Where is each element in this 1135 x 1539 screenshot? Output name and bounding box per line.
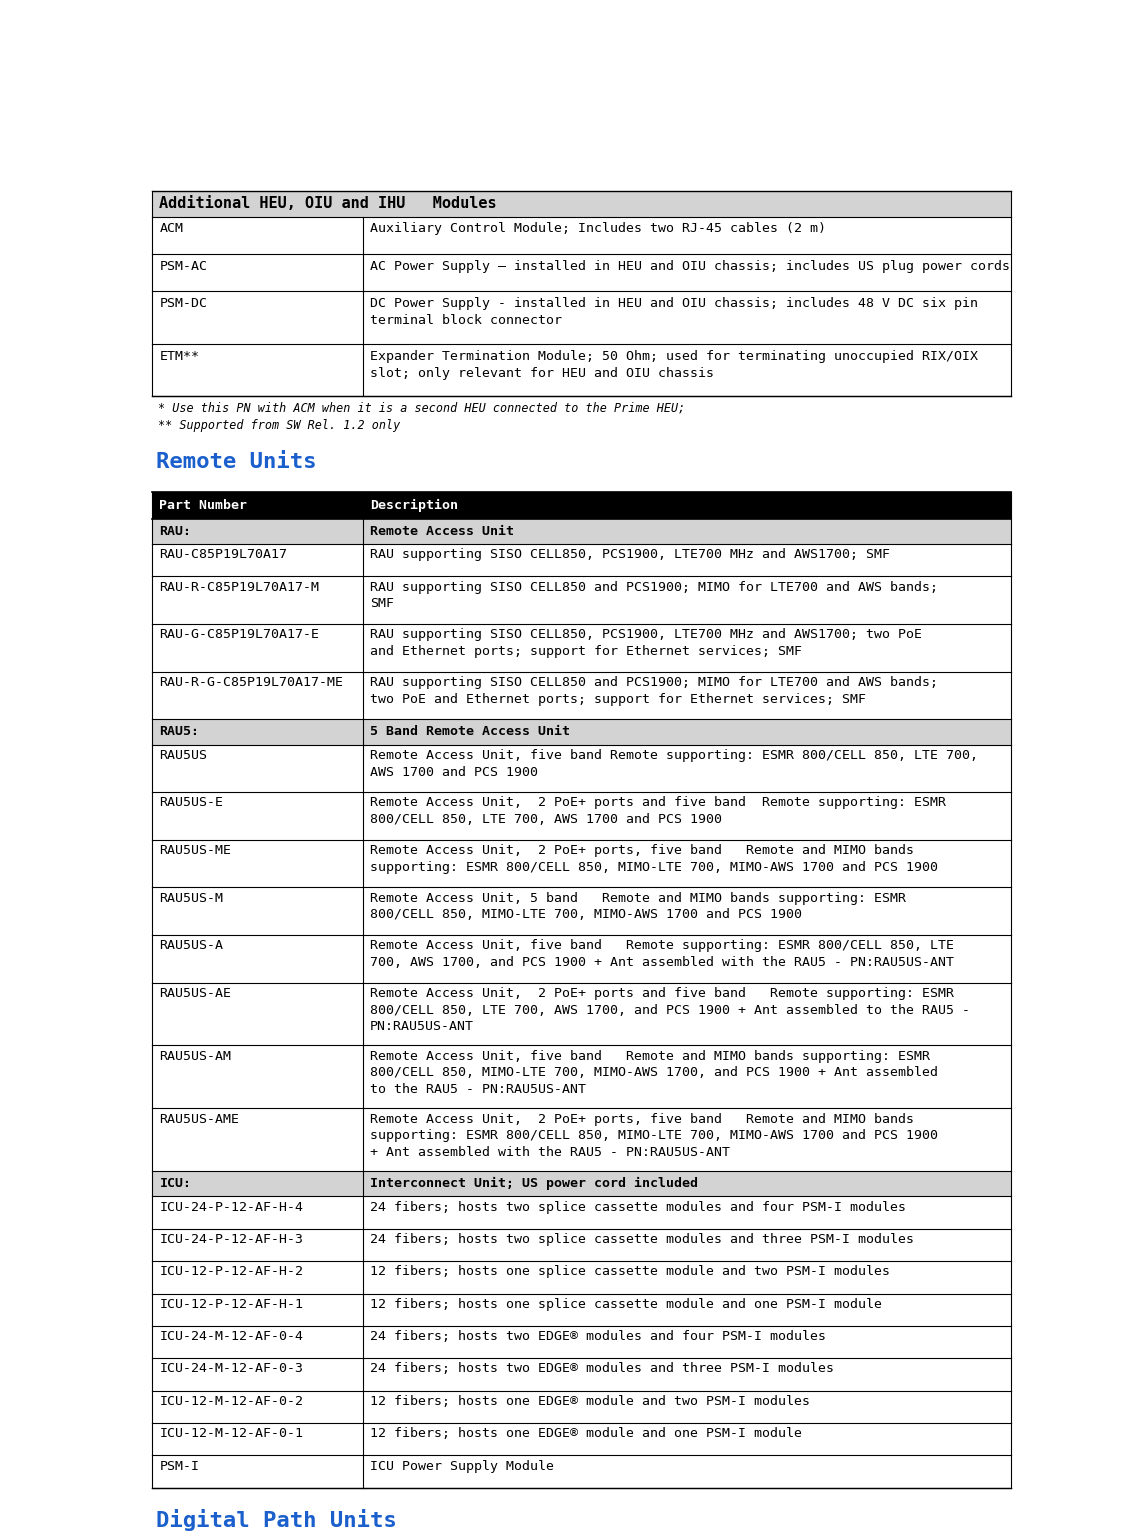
Text: ICU-24-M-12-AF-0-4: ICU-24-M-12-AF-0-4 bbox=[159, 1330, 303, 1344]
Text: Part Number: Part Number bbox=[159, 499, 247, 512]
Text: Remote Access Unit: Remote Access Unit bbox=[370, 525, 514, 539]
Text: RAU5US-AME: RAU5US-AME bbox=[159, 1113, 239, 1125]
Text: ICU-12-M-12-AF-0-2: ICU-12-M-12-AF-0-2 bbox=[159, 1394, 303, 1408]
Text: Additional HEU, OIU and IHU   Modules: Additional HEU, OIU and IHU Modules bbox=[159, 195, 497, 211]
Text: ICU:: ICU: bbox=[159, 1177, 192, 1190]
Text: * Use this PN with ACM when it is a second HEU connected to the Prime HEU;: * Use this PN with ACM when it is a seco… bbox=[158, 402, 684, 414]
Text: Remote Access Unit, five band Remote supporting: ESMR 800/CELL 850, LTE 700,
AWS: Remote Access Unit, five band Remote sup… bbox=[370, 748, 978, 779]
Text: 24 fibers; hosts two EDGE® modules and four PSM-I modules: 24 fibers; hosts two EDGE® modules and f… bbox=[370, 1330, 826, 1344]
Text: RAU-C85P19L70A17: RAU-C85P19L70A17 bbox=[159, 548, 287, 562]
Text: ICU Power Supply Module: ICU Power Supply Module bbox=[370, 1459, 554, 1473]
Bar bbox=[152, 1171, 1011, 1196]
Text: ** Supported from SW Rel. 1.2 only: ** Supported from SW Rel. 1.2 only bbox=[158, 419, 400, 432]
Text: RAU supporting SISO CELL850, PCS1900, LTE700 MHz and AWS1700; SMF: RAU supporting SISO CELL850, PCS1900, LT… bbox=[370, 548, 890, 562]
Bar bbox=[152, 191, 1011, 217]
Text: ICU-12-P-12-AF-H-1: ICU-12-P-12-AF-H-1 bbox=[159, 1297, 303, 1311]
Text: Remote Access Unit, 5 band   Remote and MIMO bands supporting: ESMR
800/CELL 850: Remote Access Unit, 5 band Remote and MI… bbox=[370, 891, 906, 922]
Text: ACM: ACM bbox=[159, 222, 184, 235]
Text: RAU-R-G-C85P19L70A17-ME: RAU-R-G-C85P19L70A17-ME bbox=[159, 676, 344, 689]
Text: DC Power Supply - installed in HEU and OIU chassis; includes 48 V DC six pin
ter: DC Power Supply - installed in HEU and O… bbox=[370, 297, 978, 328]
Text: RAU:: RAU: bbox=[159, 525, 192, 539]
Text: 5 Band Remote Access Unit: 5 Band Remote Access Unit bbox=[370, 725, 570, 739]
Text: RAU5US-E: RAU5US-E bbox=[159, 796, 224, 810]
Text: RAU5US-AM: RAU5US-AM bbox=[159, 1050, 232, 1063]
Text: 24 fibers; hosts two EDGE® modules and three PSM-I modules: 24 fibers; hosts two EDGE® modules and t… bbox=[370, 1362, 834, 1376]
Text: 12 fibers; hosts one EDGE® module and two PSM-I modules: 12 fibers; hosts one EDGE® module and tw… bbox=[370, 1394, 809, 1408]
Text: 24 fibers; hosts two splice cassette modules and three PSM-I modules: 24 fibers; hosts two splice cassette mod… bbox=[370, 1233, 914, 1247]
Text: RAU supporting SISO CELL850 and PCS1900; MIMO for LTE700 and AWS bands;
two PoE : RAU supporting SISO CELL850 and PCS1900;… bbox=[370, 676, 938, 706]
Text: ICU-24-P-12-AF-H-3: ICU-24-P-12-AF-H-3 bbox=[159, 1233, 303, 1247]
Text: RAU5US-ME: RAU5US-ME bbox=[159, 843, 232, 857]
Text: Remote Access Unit,  2 PoE+ ports, five band   Remote and MIMO bands
supporting:: Remote Access Unit, 2 PoE+ ports, five b… bbox=[370, 843, 938, 874]
Text: RAU-R-C85P19L70A17-M: RAU-R-C85P19L70A17-M bbox=[159, 580, 319, 594]
Text: RAU supporting SISO CELL850, PCS1900, LTE700 MHz and AWS1700; two PoE
and Ethern: RAU supporting SISO CELL850, PCS1900, LT… bbox=[370, 628, 922, 659]
Text: RAU5:: RAU5: bbox=[159, 725, 200, 739]
Text: ICU-24-P-12-AF-H-4: ICU-24-P-12-AF-H-4 bbox=[159, 1200, 303, 1214]
Text: ICU-12-M-12-AF-0-1: ICU-12-M-12-AF-0-1 bbox=[159, 1427, 303, 1441]
Bar bbox=[152, 719, 1011, 745]
Text: RAU5US-AE: RAU5US-AE bbox=[159, 986, 232, 1000]
Text: ETM**: ETM** bbox=[159, 349, 200, 363]
Text: ICU-12-P-12-AF-H-2: ICU-12-P-12-AF-H-2 bbox=[159, 1265, 303, 1279]
Text: Remote Access Unit,  2 PoE+ ports and five band   Remote supporting: ESMR
800/CE: Remote Access Unit, 2 PoE+ ports and fiv… bbox=[370, 986, 969, 1033]
Text: PSM-I: PSM-I bbox=[159, 1459, 200, 1473]
Text: Remote Access Unit, five band   Remote and MIMO bands supporting: ESMR
800/CELL : Remote Access Unit, five band Remote and… bbox=[370, 1050, 938, 1096]
Text: PSM-DC: PSM-DC bbox=[159, 297, 208, 309]
Bar bbox=[152, 491, 1011, 519]
Text: Interconnect Unit; US power cord included: Interconnect Unit; US power cord include… bbox=[370, 1177, 698, 1190]
Text: AC Power Supply – installed in HEU and OIU chassis; includes US plug power cords: AC Power Supply – installed in HEU and O… bbox=[370, 260, 1010, 272]
Text: RAU5US-M: RAU5US-M bbox=[159, 891, 224, 905]
Text: ICU-24-M-12-AF-0-3: ICU-24-M-12-AF-0-3 bbox=[159, 1362, 303, 1376]
Text: RAU5US: RAU5US bbox=[159, 748, 208, 762]
Text: Description: Description bbox=[370, 499, 457, 512]
Text: Remote Access Unit, five band   Remote supporting: ESMR 800/CELL 850, LTE
700, A: Remote Access Unit, five band Remote sup… bbox=[370, 939, 953, 970]
Text: Digital Path Units: Digital Path Units bbox=[155, 1510, 397, 1531]
Text: RAU-G-C85P19L70A17-E: RAU-G-C85P19L70A17-E bbox=[159, 628, 319, 642]
Text: PSM-AC: PSM-AC bbox=[159, 260, 208, 272]
Text: RAU5US-A: RAU5US-A bbox=[159, 939, 224, 953]
Text: 12 fibers; hosts one splice cassette module and one PSM-I module: 12 fibers; hosts one splice cassette mod… bbox=[370, 1297, 882, 1311]
Text: Remote Access Unit,  2 PoE+ ports, five band   Remote and MIMO bands
supporting:: Remote Access Unit, 2 PoE+ ports, five b… bbox=[370, 1113, 938, 1159]
Text: RAU supporting SISO CELL850 and PCS1900; MIMO for LTE700 and AWS bands;
SMF: RAU supporting SISO CELL850 and PCS1900;… bbox=[370, 580, 938, 611]
Text: Expander Termination Module; 50 Ohm; used for terminating unoccupied RIX/OIX
slo: Expander Termination Module; 50 Ohm; use… bbox=[370, 349, 978, 380]
Text: 12 fibers; hosts one splice cassette module and two PSM-I modules: 12 fibers; hosts one splice cassette mod… bbox=[370, 1265, 890, 1279]
Text: Remote Units: Remote Units bbox=[155, 452, 317, 472]
Text: 24 fibers; hosts two splice cassette modules and four PSM-I modules: 24 fibers; hosts two splice cassette mod… bbox=[370, 1200, 906, 1214]
Text: Auxiliary Control Module; Includes two RJ-45 cables (2 m): Auxiliary Control Module; Includes two R… bbox=[370, 222, 826, 235]
Text: 12 fibers; hosts one EDGE® module and one PSM-I module: 12 fibers; hosts one EDGE® module and on… bbox=[370, 1427, 801, 1441]
Text: Remote Access Unit,  2 PoE+ ports and five band  Remote supporting: ESMR
800/CEL: Remote Access Unit, 2 PoE+ ports and fiv… bbox=[370, 796, 945, 826]
Bar bbox=[152, 519, 1011, 545]
